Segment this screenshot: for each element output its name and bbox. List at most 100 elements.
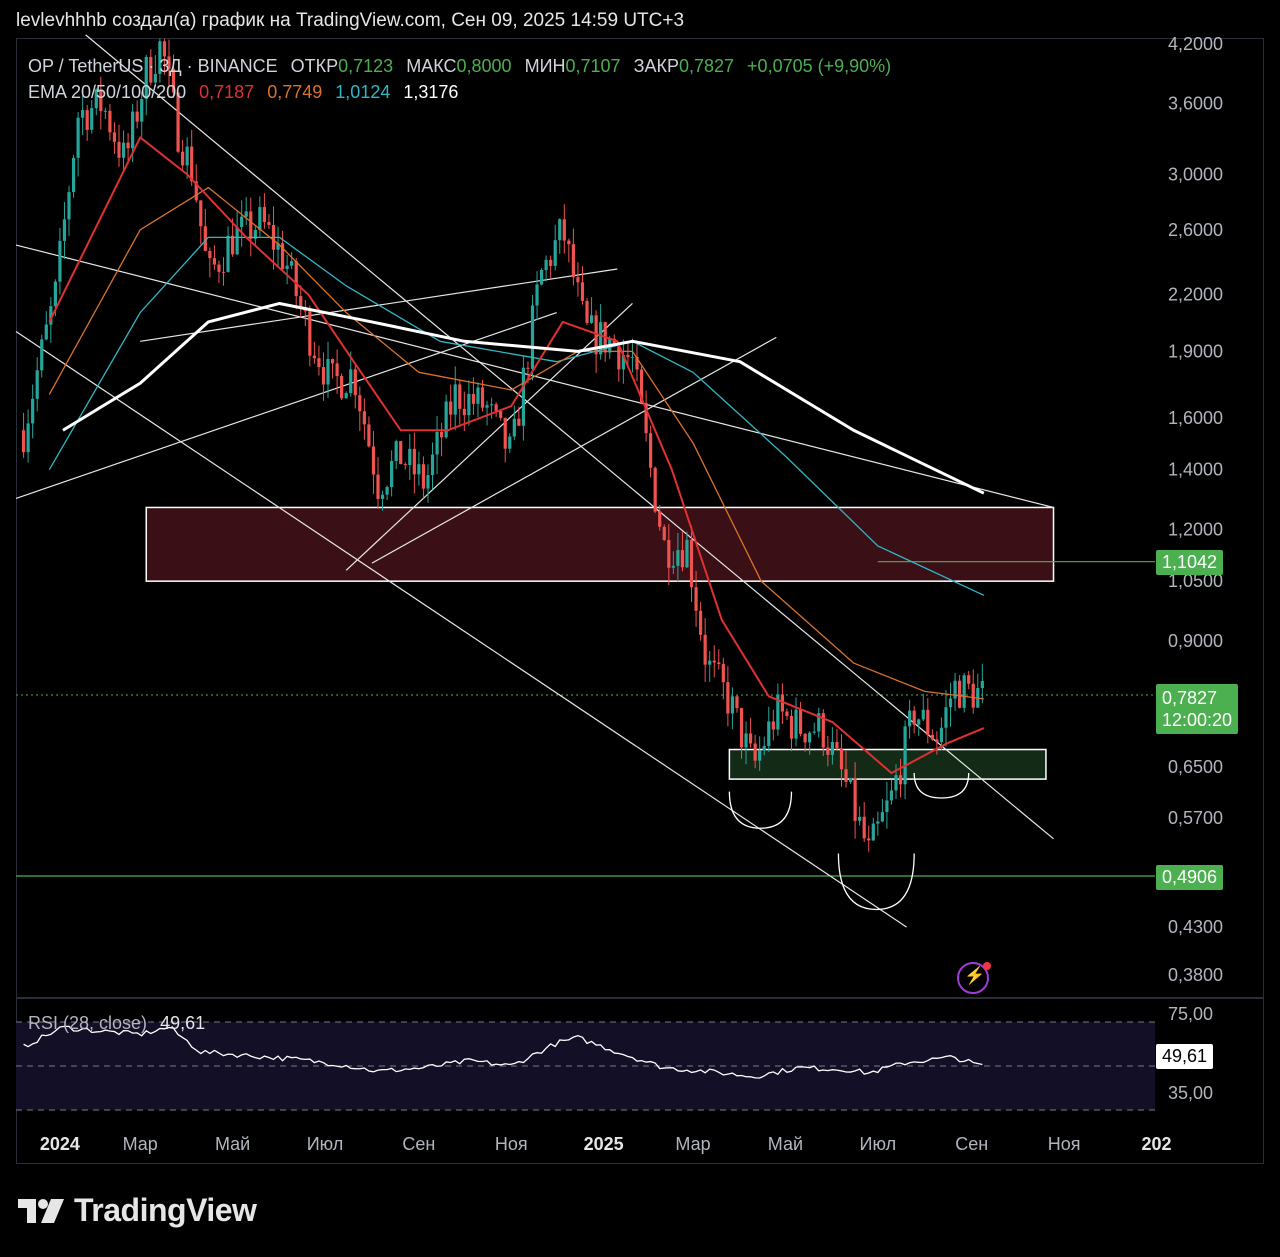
candle-body [953,680,957,699]
candle-body [403,464,407,466]
price-axis-tick: 0,9000 [1168,631,1223,651]
candle-body [798,709,803,734]
candle-body [280,243,285,270]
open-value: 0,7123 [338,56,394,76]
candle-body [803,733,807,743]
candle-body [144,56,148,100]
candle-body [58,240,62,282]
rsi-label[interactable]: RSI (28, close) [28,1013,148,1033]
ema50-value: 0,7749 [267,82,323,102]
candle-body [380,494,385,499]
candle-body [944,707,948,728]
candle-body [140,99,144,122]
candle-body [226,235,230,272]
candle-body [85,110,89,130]
symbol-name[interactable]: OP / TetherUS · 3Д · BINANCE [28,56,278,76]
candle-body [567,240,571,245]
candle-body [258,207,262,230]
candle-body [939,727,944,743]
rsi-line [23,1025,983,1079]
price-axis-tick: 3,6000 [1168,94,1223,114]
ema-label[interactable]: EMA 20/50/100/200 [28,82,187,102]
ema20-line [48,136,985,775]
candle-body [662,526,666,541]
right-shoulder-arc [913,773,970,799]
candle-body [449,401,453,415]
candle-body [926,709,930,735]
candle-body [153,73,157,83]
candle-body [753,743,757,761]
price-axis-tick: 0,5700 [1168,808,1223,828]
candle-body [817,713,821,732]
tradingview-logo: TradingView [18,1192,257,1229]
candle-body [789,715,794,739]
time-axis-tick: Сен [402,1134,435,1154]
candle-body [589,315,594,323]
candle-body [112,132,117,142]
candle-body [739,708,744,748]
candle-body [76,117,80,158]
candle-body [235,227,239,255]
trendline-2 [15,312,557,499]
candle-body [267,222,271,225]
candle-body [467,393,471,416]
candle-body [31,398,35,424]
candle-body [494,404,498,411]
time-axis-tick: Ноя [495,1134,528,1154]
lightning-icon[interactable] [957,962,991,994]
candle-body [717,662,721,664]
candle-body [671,565,675,568]
time-axis-tick: Июл [307,1134,344,1154]
candle-body [476,387,480,404]
candle-body [808,732,812,743]
candle-body [508,436,512,449]
candle-body [862,816,866,839]
candle-body [571,244,575,278]
candle-body [340,376,344,399]
candle-body [353,369,357,396]
candle-body [426,475,430,489]
candle-body [771,721,775,730]
price-axis-tick: 2,6000 [1168,220,1223,240]
candle-body [385,487,389,495]
trendline-0 [85,34,1054,840]
countdown: 12:00:20 [1162,710,1233,730]
time-axis-tick: 2024 [40,1134,80,1154]
candle-body [503,417,507,449]
price-axis-tick: 0,3800 [1168,965,1223,985]
candle-body [848,778,853,782]
candle-body [971,683,975,708]
candle-body [344,393,348,399]
candle-body [962,675,966,708]
trendline-6 [371,336,777,564]
candle-body [653,467,657,512]
candle-body [290,261,294,266]
candle-body [744,733,748,748]
candle-body [230,235,235,255]
candle-body [330,359,335,364]
candle-body [762,746,766,751]
candle-body [62,219,67,241]
time-axis-tick: Ноя [1048,1134,1081,1154]
candle-body [471,393,476,404]
candle-body [948,698,953,708]
candle-body [240,216,244,228]
candle-body [326,359,330,385]
candle-body [121,142,126,158]
tv-logo-icon [18,1198,64,1223]
close-label: ЗАКР [633,56,679,76]
candle-body [249,211,253,239]
candle-body [685,539,689,568]
candle-body [408,448,412,465]
candle-body [149,56,153,83]
chart-frame[interactable] [16,38,1264,1164]
candle-body [867,838,871,841]
ema200-line [62,301,985,495]
candle-body [853,778,857,821]
candle-body [930,734,934,740]
candle-body [21,430,26,453]
candle-body [108,110,112,133]
price-badge: 0,7827 12:00:20 [1156,684,1239,734]
candle-body [658,511,662,527]
